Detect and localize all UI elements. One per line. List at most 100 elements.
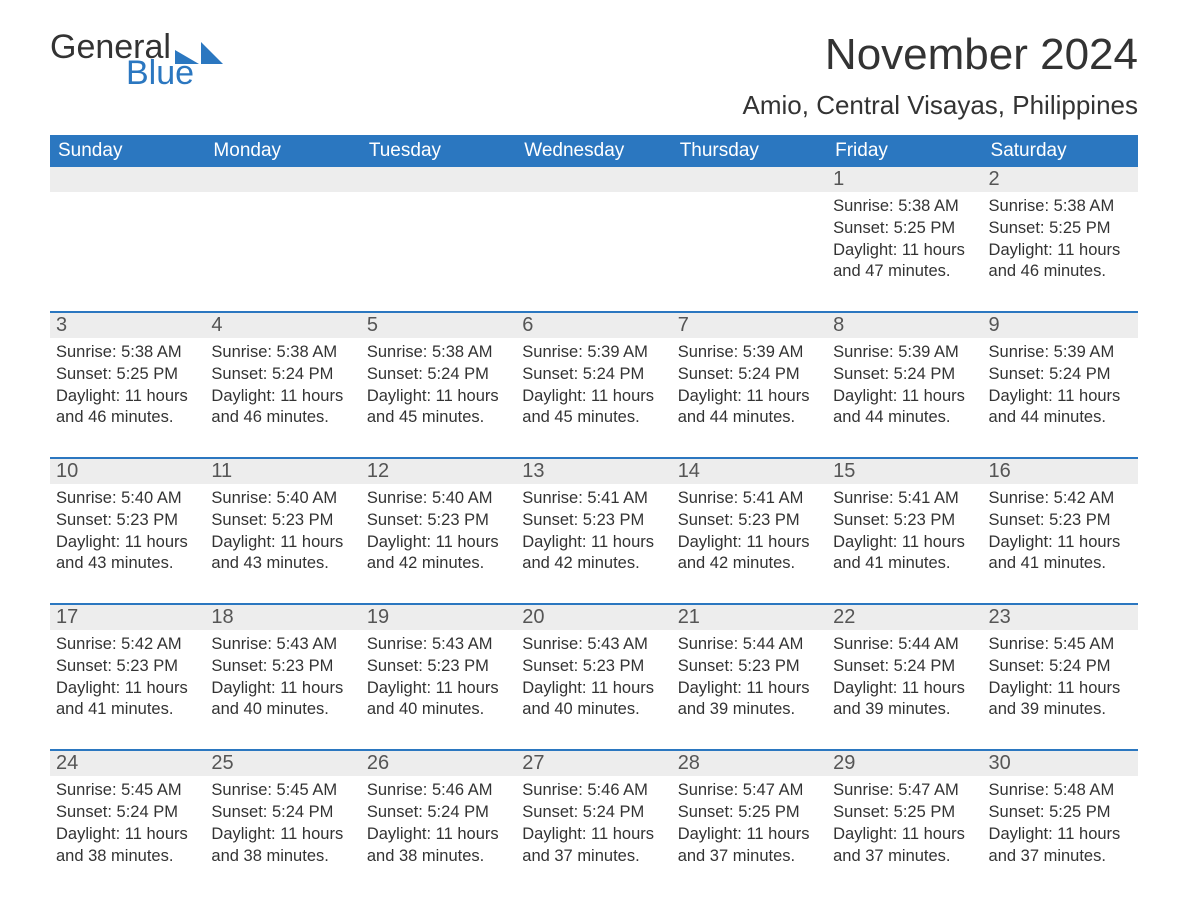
sunrise-line: Sunrise: 5:39 AM xyxy=(522,342,665,364)
day-cell: 17 Sunrise: 5:42 AMSunset: 5:23 PMDayligh… xyxy=(50,605,205,721)
day-number: 14 xyxy=(672,459,827,484)
day-cell: 5 Sunrise: 5:38 AMSunset: 5:24 PMDaylight… xyxy=(361,313,516,429)
sunrise-line: Sunrise: 5:42 AM xyxy=(56,634,199,656)
sunrise-line: Sunrise: 5:39 AM xyxy=(989,342,1132,364)
sunrise-line: Sunrise: 5:44 AM xyxy=(833,634,976,656)
weekday-wednesday: Wednesday xyxy=(516,135,671,167)
day-body: Sunrise: 5:47 AMSunset: 5:25 PMDaylight:… xyxy=(827,776,982,867)
sunset-line: Sunset: 5:23 PM xyxy=(56,656,199,678)
daylight-line: Daylight: 11 hours and 44 minutes. xyxy=(833,386,976,430)
sunset-line: Sunset: 5:24 PM xyxy=(989,364,1132,386)
sunrise-line: Sunrise: 5:45 AM xyxy=(211,780,354,802)
daylight-line: Daylight: 11 hours and 45 minutes. xyxy=(367,386,510,430)
day-body: Sunrise: 5:44 AMSunset: 5:23 PMDaylight:… xyxy=(672,630,827,721)
day-number: 15 xyxy=(827,459,982,484)
day-cell: 18Sunrise: 5:43 AMSunset: 5:23 PMDayligh… xyxy=(205,605,360,721)
day-number: 24 xyxy=(50,751,205,776)
location-subtitle: Amio, Central Visayas, Philippines xyxy=(743,90,1138,121)
daylight-line: Daylight: 11 hours and 42 minutes. xyxy=(522,532,665,576)
sunrise-line: Sunrise: 5:41 AM xyxy=(522,488,665,510)
day-number: 28 xyxy=(672,751,827,776)
sunrise-line: Sunrise: 5:39 AM xyxy=(678,342,821,364)
sunrise-line: Sunrise: 5:38 AM xyxy=(367,342,510,364)
sunrise-line: Sunrise: 5:41 AM xyxy=(833,488,976,510)
day-number: 12 xyxy=(361,459,516,484)
day-body: Sunrise: 5:43 AMSunset: 5:23 PMDaylight:… xyxy=(361,630,516,721)
sunrise-line: Sunrise: 5:46 AM xyxy=(367,780,510,802)
sunset-line: Sunset: 5:24 PM xyxy=(989,656,1132,678)
day-body: Sunrise: 5:42 AMSunset: 5:23 PMDaylight:… xyxy=(983,484,1138,575)
sunrise-line: Sunrise: 5:38 AM xyxy=(211,342,354,364)
calendar: SundayMondayTuesdayWednesdayThursdayFrid… xyxy=(50,135,1138,867)
daylight-line: Daylight: 11 hours and 42 minutes. xyxy=(678,532,821,576)
day-number: 10 xyxy=(50,459,205,484)
day-number: 5 xyxy=(361,313,516,338)
sunrise-line: Sunrise: 5:43 AM xyxy=(367,634,510,656)
daylight-line: Daylight: 11 hours and 41 minutes. xyxy=(833,532,976,576)
sunset-line: Sunset: 5:25 PM xyxy=(989,218,1132,240)
day-number xyxy=(361,167,516,192)
day-number: 17 xyxy=(50,605,205,630)
sunrise-line: Sunrise: 5:38 AM xyxy=(989,196,1132,218)
day-number: 8 xyxy=(827,313,982,338)
weekday-tuesday: Tuesday xyxy=(361,135,516,167)
day-body: Sunrise: 5:44 AMSunset: 5:24 PMDaylight:… xyxy=(827,630,982,721)
sunset-line: Sunset: 5:24 PM xyxy=(833,656,976,678)
day-cell: 19Sunrise: 5:43 AMSunset: 5:23 PMDayligh… xyxy=(361,605,516,721)
day-body: Sunrise: 5:39 AMSunset: 5:24 PMDaylight:… xyxy=(516,338,671,429)
month-title: November 2024 xyxy=(743,30,1138,80)
day-cell xyxy=(516,167,671,283)
day-number: 13 xyxy=(516,459,671,484)
day-cell: 22Sunrise: 5:44 AMSunset: 5:24 PMDayligh… xyxy=(827,605,982,721)
sunset-line: Sunset: 5:24 PM xyxy=(367,364,510,386)
sunset-line: Sunset: 5:23 PM xyxy=(56,510,199,532)
daylight-line: Daylight: 11 hours and 37 minutes. xyxy=(989,824,1132,868)
sunset-line: Sunset: 5:24 PM xyxy=(211,802,354,824)
day-number: 23 xyxy=(983,605,1138,630)
day-number xyxy=(205,167,360,192)
sunrise-line: Sunrise: 5:39 AM xyxy=(833,342,976,364)
day-cell: 15Sunrise: 5:41 AMSunset: 5:23 PMDayligh… xyxy=(827,459,982,575)
day-body: Sunrise: 5:43 AMSunset: 5:23 PMDaylight:… xyxy=(516,630,671,721)
day-number: 29 xyxy=(827,751,982,776)
day-number: 11 xyxy=(205,459,360,484)
day-body: Sunrise: 5:45 AMSunset: 5:24 PMDaylight:… xyxy=(983,630,1138,721)
day-body: Sunrise: 5:41 AMSunset: 5:23 PMDaylight:… xyxy=(672,484,827,575)
day-cell: 4Sunrise: 5:38 AMSunset: 5:24 PMDaylight… xyxy=(205,313,360,429)
day-body: Sunrise: 5:41 AMSunset: 5:23 PMDaylight:… xyxy=(827,484,982,575)
daylight-line: Daylight: 11 hours and 46 minutes. xyxy=(211,386,354,430)
day-number: 6 xyxy=(516,313,671,338)
daylight-line: Daylight: 11 hours and 42 minutes. xyxy=(367,532,510,576)
sunrise-line: Sunrise: 5:40 AM xyxy=(211,488,354,510)
day-body: Sunrise: 5:46 AMSunset: 5:24 PMDaylight:… xyxy=(516,776,671,867)
day-number: 25 xyxy=(205,751,360,776)
sunset-line: Sunset: 5:25 PM xyxy=(833,218,976,240)
daylight-line: Daylight: 11 hours and 47 minutes. xyxy=(833,240,976,284)
day-number: 9 xyxy=(983,313,1138,338)
sunset-line: Sunset: 5:25 PM xyxy=(989,802,1132,824)
daylight-line: Daylight: 11 hours and 41 minutes. xyxy=(56,678,199,722)
weekday-header-row: SundayMondayTuesdayWednesdayThursdayFrid… xyxy=(50,135,1138,167)
day-body: Sunrise: 5:46 AMSunset: 5:24 PMDaylight:… xyxy=(361,776,516,867)
day-body: Sunrise: 5:38 AMSunset: 5:25 PMDaylight:… xyxy=(50,338,205,429)
sunrise-line: Sunrise: 5:45 AM xyxy=(56,780,199,802)
title-block: November 2024 Amio, Central Visayas, Phi… xyxy=(743,30,1138,121)
weeks-container: 1Sunrise: 5:38 AMSunset: 5:25 PMDaylight… xyxy=(50,167,1138,867)
daylight-line: Daylight: 11 hours and 37 minutes. xyxy=(678,824,821,868)
day-body: Sunrise: 5:39 AMSunset: 5:24 PMDaylight:… xyxy=(983,338,1138,429)
sunset-line: Sunset: 5:23 PM xyxy=(211,656,354,678)
daylight-line: Daylight: 11 hours and 39 minutes. xyxy=(833,678,976,722)
day-cell: 16Sunrise: 5:42 AMSunset: 5:23 PMDayligh… xyxy=(983,459,1138,575)
logo: General Blue xyxy=(50,30,223,90)
day-cell: 6Sunrise: 5:39 AMSunset: 5:24 PMDaylight… xyxy=(516,313,671,429)
day-cell: 10Sunrise: 5:40 AMSunset: 5:23 PMDayligh… xyxy=(50,459,205,575)
daylight-line: Daylight: 11 hours and 41 minutes. xyxy=(989,532,1132,576)
sunset-line: Sunset: 5:23 PM xyxy=(522,510,665,532)
day-number: 27 xyxy=(516,751,671,776)
sunrise-line: Sunrise: 5:38 AM xyxy=(56,342,199,364)
day-number xyxy=(50,167,205,192)
sunset-line: Sunset: 5:23 PM xyxy=(367,656,510,678)
day-cell: 7Sunrise: 5:39 AMSunset: 5:24 PMDaylight… xyxy=(672,313,827,429)
header: General Blue November 2024 Amio, Central… xyxy=(50,30,1138,121)
daylight-line: Daylight: 11 hours and 38 minutes. xyxy=(367,824,510,868)
